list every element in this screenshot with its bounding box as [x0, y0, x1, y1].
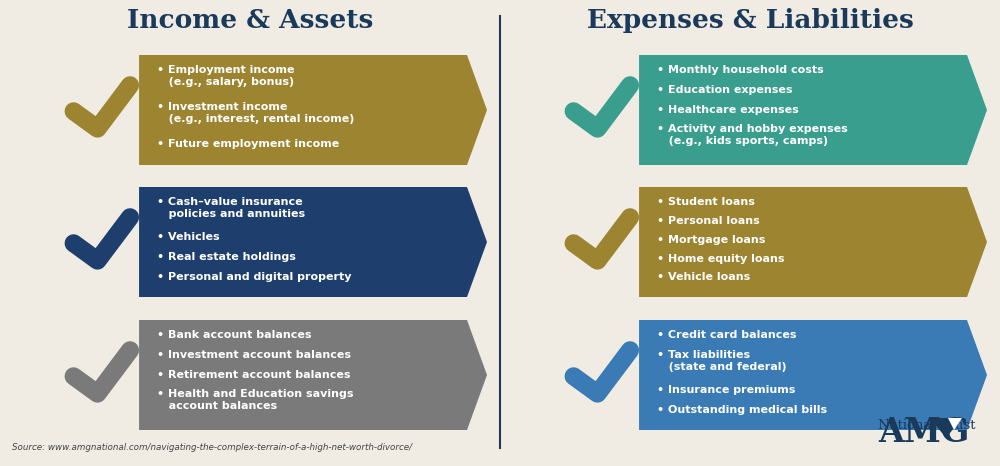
Text: Income & Assets: Income & Assets	[127, 8, 373, 33]
Text: • Home equity loans: • Home equity loans	[657, 254, 785, 264]
Text: • Health and Education savings
   account balances: • Health and Education savings account b…	[157, 390, 354, 411]
Text: MISC.: MISC.	[603, 355, 629, 385]
Text: • Vehicle loans: • Vehicle loans	[657, 273, 750, 282]
Text: • Future employment income: • Future employment income	[157, 139, 339, 149]
Text: • Cash–value insurance
   policies and annuities: • Cash–value insurance policies and annu…	[157, 197, 305, 219]
Text: INCOME: INCOME	[99, 85, 132, 125]
Text: AMG: AMG	[878, 416, 969, 449]
Text: • Healthcare expenses: • Healthcare expenses	[657, 105, 799, 115]
Text: Expenses & Liabilities: Expenses & Liabilities	[587, 8, 913, 33]
Polygon shape	[639, 55, 987, 165]
Text: • Real estate holdings: • Real estate holdings	[157, 252, 296, 262]
Polygon shape	[639, 320, 987, 430]
Text: • Investment account balances: • Investment account balances	[157, 350, 351, 360]
Text: • Outstanding medical bills: • Outstanding medical bills	[657, 405, 827, 415]
Text: Source: www.amgnational.com/navigating-the-complex-terrain-of-a-high-net-worth-d: Source: www.amgnational.com/navigating-t…	[12, 443, 412, 452]
Text: National Trust: National Trust	[878, 419, 976, 432]
Text: • Monthly household costs: • Monthly household costs	[657, 65, 824, 75]
Text: ACCOUNTS: ACCOUNTS	[95, 344, 137, 396]
Text: LOANS: LOANS	[601, 220, 630, 254]
Text: • Insurance premiums: • Insurance premiums	[657, 385, 795, 395]
Text: • Investment income
   (e.g., interest, rental income): • Investment income (e.g., interest, ren…	[157, 102, 354, 124]
Text: • Personal and digital property: • Personal and digital property	[157, 272, 352, 282]
Text: • Vehicles: • Vehicles	[157, 232, 220, 242]
Polygon shape	[639, 187, 987, 297]
Polygon shape	[139, 320, 487, 430]
Text: • Employment income
   (e.g., salary, bonus): • Employment income (e.g., salary, bonus…	[157, 65, 295, 87]
Text: • Tax liabilities
   (state and federal): • Tax liabilities (state and federal)	[657, 350, 787, 372]
Text: EXPENSES: EXPENSES	[596, 80, 636, 130]
Text: • Activity and hobby expenses
   (e.g., kids sports, camps): • Activity and hobby expenses (e.g., kid…	[657, 124, 848, 146]
Polygon shape	[139, 55, 487, 165]
Text: • Mortgage loans: • Mortgage loans	[657, 235, 765, 245]
Text: • Credit card balances: • Credit card balances	[657, 330, 797, 340]
Text: ASSETS: ASSETS	[100, 218, 131, 256]
Polygon shape	[139, 187, 487, 297]
Text: • Student loans: • Student loans	[657, 197, 755, 207]
Polygon shape	[948, 418, 962, 430]
Text: • Personal loans: • Personal loans	[657, 216, 760, 226]
Text: • Bank account balances: • Bank account balances	[157, 330, 312, 340]
Text: • Retirement account balances: • Retirement account balances	[157, 370, 351, 380]
Text: • Education expenses: • Education expenses	[657, 85, 793, 95]
Polygon shape	[930, 418, 962, 438]
